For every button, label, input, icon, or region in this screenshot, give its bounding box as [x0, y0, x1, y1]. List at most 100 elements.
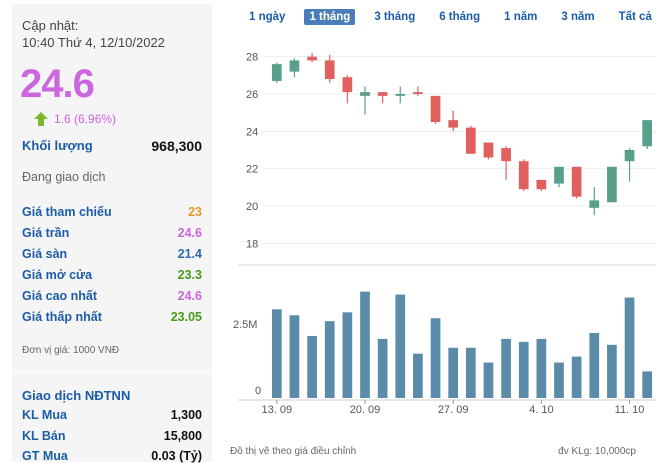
- price-label: Giá trần: [22, 226, 70, 240]
- trading-status: Đang giao dịch: [22, 170, 106, 184]
- price-label: Giá mở cửa: [22, 268, 93, 282]
- price-tick-label: 28: [246, 52, 258, 64]
- foreign-label: KL Bán: [22, 429, 66, 443]
- candle-body: [430, 95, 441, 122]
- foreign-row-sell-volume: KL Bán 15,800: [22, 429, 202, 443]
- volume-bar: [465, 347, 476, 398]
- volume-value: 968,300: [151, 138, 202, 154]
- price-tick-label: 22: [246, 164, 258, 176]
- price-row-floor: Giá sàn 21.4: [22, 247, 202, 261]
- tab-3-months[interactable]: 3 tháng: [374, 11, 416, 23]
- tab-all[interactable]: Tất cả: [618, 11, 652, 23]
- volume-row: Khối lượng 968,300: [22, 138, 202, 154]
- volume-bar: [571, 356, 582, 398]
- price-tick-label: 18: [246, 238, 258, 250]
- price-label: Giá sàn: [22, 247, 68, 261]
- candle-body: [395, 94, 406, 96]
- unit-note: Đơn vị giá: 1000 VNĐ: [22, 345, 120, 356]
- foreign-value: 1,300: [170, 408, 202, 422]
- tab-1-month[interactable]: 1 tháng: [304, 9, 356, 25]
- volume-bar: [589, 333, 600, 398]
- volume-bar: [413, 353, 423, 398]
- x-tick-label: 13. 09: [262, 404, 293, 416]
- arrow-up-icon: [34, 112, 48, 126]
- volume-bar: [624, 297, 635, 398]
- x-tick-label: 20. 09: [350, 404, 381, 416]
- volume-bar: [430, 318, 441, 398]
- price-row-high: Giá cao nhất 24.6: [22, 289, 202, 303]
- tab-1-year[interactable]: 1 năm: [504, 11, 538, 23]
- quote-panel: Cập nhật: 10:40 Thứ 4, 12/10/2022 24.6 1…: [12, 4, 212, 463]
- tab-6-months[interactable]: 6 tháng: [439, 11, 481, 23]
- footnote-adjusted: Đồ thị vẽ theo giá điều chỉnh: [230, 446, 357, 457]
- price-change: 1.6 (6.96%): [34, 112, 116, 126]
- x-tick-label: 27. 09: [438, 404, 469, 416]
- price-label: Giá tham chiếu: [22, 205, 112, 219]
- x-tick-label: 4. 10: [529, 404, 553, 416]
- volume-bar: [377, 338, 388, 398]
- candle-body: [589, 200, 600, 208]
- tab-3-years[interactable]: 3 năm: [561, 11, 595, 23]
- volume-bar: [501, 338, 511, 398]
- volume-bar: [307, 335, 317, 398]
- candle-body: [271, 64, 282, 81]
- footnote-volume-unit: đv KLg: 10,000cp: [558, 446, 636, 457]
- update-time: 10:40 Thứ 4, 12/10/2022: [22, 35, 165, 50]
- candle-body: [571, 166, 582, 197]
- price-label: Giá cao nhất: [22, 289, 98, 303]
- candle-body: [413, 92, 423, 94]
- x-tick-label: 11. 10: [615, 404, 645, 416]
- price-label: Giá thấp nhất: [22, 310, 102, 324]
- volume-bar: [395, 294, 406, 398]
- candle-body: [536, 179, 547, 190]
- volume-bar: [518, 341, 529, 398]
- foreign-trade-title: Giao dịch NĐTNN: [22, 388, 131, 403]
- volume-bar: [324, 321, 335, 398]
- candle-body: [518, 161, 529, 190]
- price-tick-label: 20: [246, 201, 258, 213]
- volume-bar: [536, 338, 547, 398]
- foreign-row-buy-volume: KL Mua 1,300: [22, 408, 202, 422]
- candle-body: [554, 166, 564, 184]
- volume-tick-label: 2.5M: [233, 319, 257, 331]
- price-row-reference: Giá tham chiếu 23: [22, 205, 202, 219]
- price-value: 23.05: [170, 310, 202, 324]
- price-row-ceiling: Giá trần 24.6: [22, 226, 202, 240]
- candle-body: [360, 92, 370, 96]
- price-value: 24.6: [177, 289, 202, 303]
- candle-body: [483, 142, 494, 158]
- candle-body: [642, 120, 653, 147]
- foreign-label: KL Mua: [22, 408, 67, 422]
- price-value: 21.4: [177, 247, 202, 261]
- range-tabs: 1 ngày 1 tháng 3 tháng 6 tháng 1 năm 3 n…: [244, 9, 666, 25]
- candle-body: [342, 77, 353, 93]
- candle-body: [607, 166, 617, 203]
- volume-bar: [483, 362, 494, 398]
- candle-body: [307, 56, 317, 61]
- volume-bar: [271, 309, 282, 398]
- foreign-label: GT Mua: [22, 449, 68, 463]
- candle-body: [377, 92, 388, 96]
- price-value: 23.3: [177, 268, 202, 282]
- volume-bar: [554, 362, 564, 398]
- candle-body: [289, 60, 300, 72]
- price-tick-label: 24: [246, 126, 258, 138]
- update-label: Cập nhật:: [22, 18, 79, 33]
- volume-bar: [289, 315, 300, 398]
- price-tick-label: 26: [246, 89, 258, 101]
- foreign-value: 0.03 (Tỷ): [151, 449, 202, 463]
- candle-body: [324, 60, 335, 80]
- current-price: 24.6: [20, 62, 95, 106]
- volume-bar: [360, 291, 370, 398]
- foreign-value: 15,800: [163, 429, 202, 443]
- candle-body: [448, 120, 459, 128]
- tab-1-day[interactable]: 1 ngày: [249, 11, 286, 23]
- volume-label: Khối lượng: [22, 138, 93, 153]
- candle-body: [624, 150, 635, 162]
- volume-bar: [642, 371, 653, 398]
- price-row-open: Giá mở cửa 23.3: [22, 268, 202, 282]
- foreign-row-buy-value: GT Mua 0.03 (Tỷ): [22, 449, 202, 463]
- volume-bar: [607, 344, 617, 398]
- candle-body: [501, 148, 511, 162]
